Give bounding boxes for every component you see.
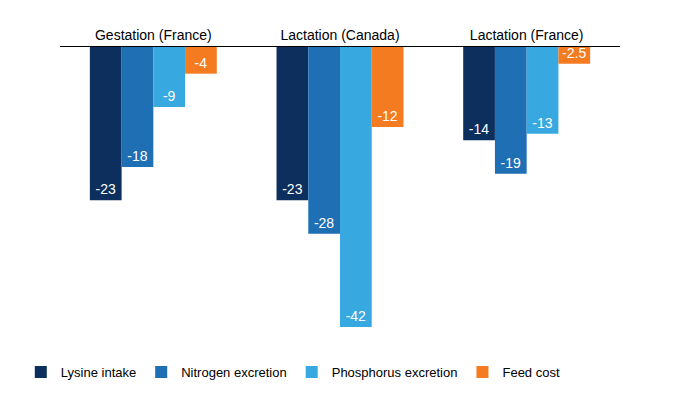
svg-text:-9: -9 [163,88,176,104]
svg-text:-14: -14 [469,121,489,137]
svg-text:-23: -23 [96,181,116,197]
svg-text:-28: -28 [314,215,334,231]
svg-text:-2.5: -2.5 [562,45,586,61]
svg-text:-4: -4 [195,55,208,71]
svg-text:-23: -23 [282,181,302,197]
svg-text:-13: -13 [532,115,552,131]
svg-text:Phosphorus excretion: Phosphorus excretion [332,365,458,380]
svg-text:-19: -19 [501,155,521,171]
svg-text:Gestation (France): Gestation (France) [95,27,212,43]
svg-text:-42: -42 [346,308,366,324]
svg-text:Nitrogen excretion: Nitrogen excretion [181,365,286,380]
svg-text:-12: -12 [377,108,397,124]
svg-text:-18: -18 [127,148,147,164]
svg-text:Lactation (France): Lactation (France) [470,27,584,43]
svg-text:Feed cost: Feed cost [502,365,559,380]
svg-text:Lactation (Canada): Lactation (Canada) [280,27,399,43]
svg-text:Lysine intake: Lysine intake [61,365,136,380]
